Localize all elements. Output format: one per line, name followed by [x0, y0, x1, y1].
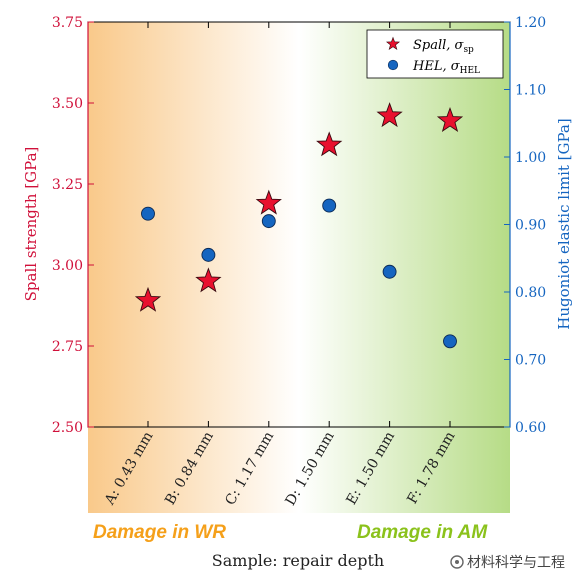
right-tick-label: 1.10	[515, 83, 546, 99]
left-tick-label: 2.50	[52, 420, 83, 436]
right-tick-label: 0.70	[515, 353, 546, 369]
category-band-background	[88, 427, 510, 513]
right-tick-label: 1.20	[515, 15, 546, 31]
right-tick-label: 0.60	[515, 420, 546, 436]
spall-point	[376, 102, 403, 128]
left-tick-label: 3.75	[52, 15, 83, 31]
legend-label: Spall, σsp	[413, 38, 474, 55]
right-axis-label: Hugoniot elastic limit [GPa]	[555, 118, 573, 329]
legend-box	[366, 29, 504, 79]
hel-point	[141, 206, 155, 221]
hel-point	[261, 214, 276, 229]
hel-point	[443, 334, 457, 349]
right-axis-ticks: 0.60 0.70 0.80 0.90 1.00 1.10 1.20	[504, 15, 546, 436]
damage-wr-annotation: Damage in WR	[93, 522, 226, 543]
left-tick-label: 2.75	[52, 339, 83, 355]
hel-point	[322, 198, 337, 213]
spall-point	[195, 267, 222, 293]
left-axis-label: Spall strength [GPa]	[22, 147, 40, 302]
legend-label-subscript: sp	[463, 45, 474, 55]
right-tick-label: 0.80	[515, 285, 546, 301]
legend-label-text: HEL, σ	[412, 59, 461, 74]
watermark: 材料科学与工程	[450, 554, 565, 570]
spall-point	[316, 131, 343, 157]
watermark-text: 材料科学与工程	[467, 554, 565, 570]
x-axis-label: Sample: repair depth	[212, 551, 384, 570]
left-tick-label: 3.25	[52, 177, 83, 193]
legend-label-text: Spall, σ	[413, 38, 465, 53]
data-marks	[134, 102, 464, 349]
left-axis-ticks: 2.50 2.75 3.00 3.25 3.50 3.75	[52, 15, 94, 436]
right-tick-label: 1.00	[515, 150, 546, 166]
spall-point	[255, 189, 282, 215]
hel-point	[201, 247, 216, 262]
watermark-logo-inner-icon	[455, 560, 459, 564]
legend-circle-icon	[387, 59, 399, 71]
spall-point	[134, 286, 162, 312]
right-tick-label: 0.90	[515, 218, 546, 234]
legend-label-subscript: HEL	[460, 66, 480, 76]
spall-point	[436, 107, 464, 132]
plot-background	[88, 22, 510, 427]
legend-star-icon	[385, 36, 401, 50]
legend-label: HEL, σHEL	[412, 59, 480, 76]
hel-point	[382, 264, 397, 279]
left-tick-label: 3.50	[52, 96, 83, 112]
left-tick-label: 3.00	[52, 258, 83, 274]
damage-am-annotation: Damage in AM	[357, 522, 488, 543]
watermark-logo-icon	[450, 555, 464, 569]
